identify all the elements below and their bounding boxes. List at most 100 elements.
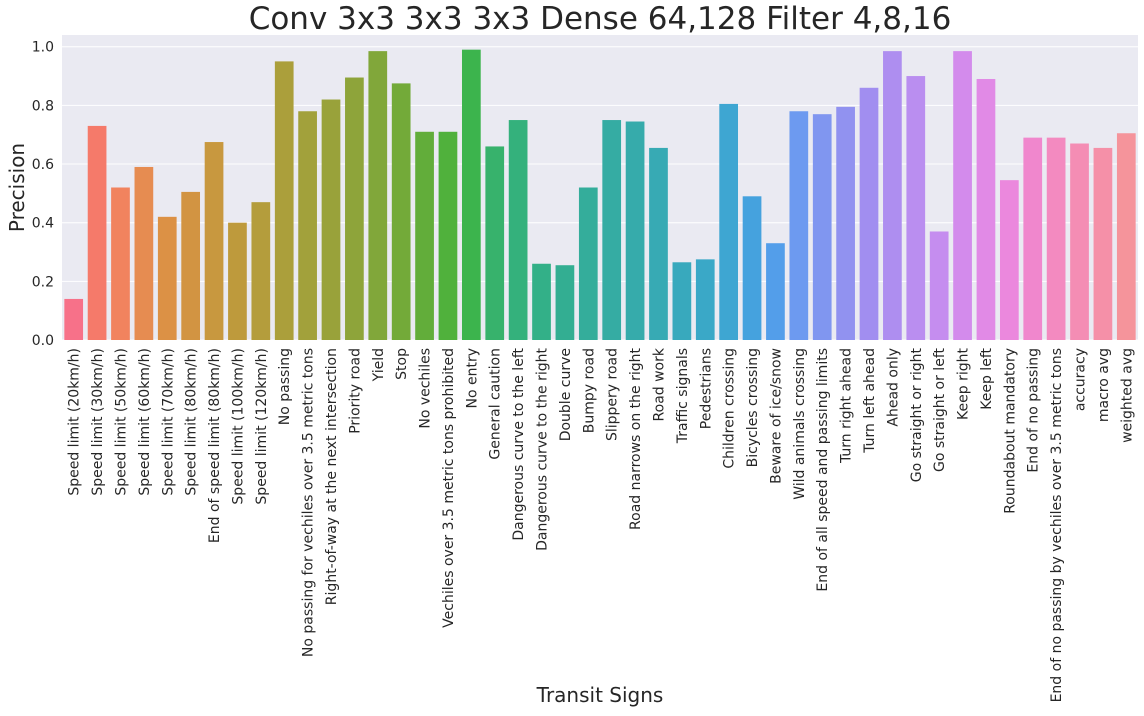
bar (415, 131, 434, 340)
y-tick-label: 0.2 (32, 274, 54, 290)
bar (602, 120, 622, 340)
bar (1070, 143, 1089, 340)
x-tick-label: No passing for vechiles over 3.5 metric … (301, 348, 317, 657)
y-tick-labels: 0.0 0.2 0.4 0.6 0.8 1.0 (32, 40, 54, 349)
x-tick-label: Go straight or right (909, 348, 925, 483)
x-tick-label: Go straight or left (932, 348, 948, 473)
bar (859, 87, 879, 341)
x-tick-label: Slippery road (605, 348, 621, 441)
x-tick-label: Speed limit (20km/h) (67, 348, 83, 496)
y-axis-label: Precision (5, 143, 29, 232)
bar (1023, 137, 1043, 340)
x-tick-label: Speed limit (50km/h) (113, 348, 129, 496)
x-tick-label: Speed limit (30km/h) (90, 348, 106, 496)
bar (906, 76, 926, 341)
bars (64, 49, 1136, 341)
x-tick-label: Stop (394, 348, 410, 380)
x-tick-label: accuracy (1073, 348, 1089, 411)
x-tick-label: Priority road (347, 348, 363, 434)
bar (274, 61, 294, 341)
bar (1116, 133, 1136, 340)
bar (625, 121, 645, 340)
bar (111, 187, 130, 340)
bar (976, 78, 996, 340)
x-tick-label: Pedestrians (698, 348, 714, 429)
bar (953, 51, 972, 340)
bar (345, 77, 364, 340)
x-tick-label: End of speed limit (80km/h) (207, 348, 223, 543)
x-tick-label: Traffic signals (675, 348, 691, 444)
bar (649, 147, 668, 340)
y-tick-label: 1.0 (32, 40, 54, 56)
x-tick-label: End of all speed and passing limits (815, 348, 831, 592)
x-tick-label: Children crossing (722, 348, 738, 469)
x-tick-label: Speed limit (70km/h) (160, 348, 176, 496)
bar (929, 231, 949, 340)
x-tick-label: Turn left ahead (862, 348, 878, 454)
bar (695, 259, 715, 340)
x-tick-label: Dangerous curve to the left (511, 348, 527, 541)
chart-title: Conv 3x3 3x3 3x3 Dense 64,128 Filter 4,8… (249, 1, 952, 37)
x-tick-label: No vechiles (418, 348, 434, 429)
bar (1046, 137, 1066, 340)
bar (461, 49, 481, 341)
x-tick-labels: Speed limit (20km/h) Speed limit (30km/h)… (67, 347, 1136, 702)
x-tick-label: Bicycles crossing (745, 348, 761, 467)
x-tick-label: Speed limit (60km/h) (137, 348, 153, 496)
x-tick-label: End of no passing by vechiles over 3.5 m… (1049, 348, 1065, 702)
bar (204, 142, 224, 340)
x-tick-label: Speed limit (100km/h) (230, 348, 246, 505)
x-tick-label: Speed limit (80km/h) (184, 348, 200, 496)
bar (228, 222, 247, 340)
bar (742, 196, 762, 340)
bar (789, 111, 809, 340)
x-tick-label: Vechiles over 3.5 metric tons prohibited (441, 348, 457, 628)
bar (578, 187, 598, 340)
bar (836, 106, 855, 341)
x-tick-label: General caution (488, 348, 504, 460)
x-tick-label: Ahead only (885, 348, 901, 427)
x-tick-label: Wild animals crossing (792, 348, 808, 500)
bar (251, 202, 271, 340)
x-tick-label: No passing (277, 348, 293, 425)
x-tick-label: Road narrows on the right (628, 347, 644, 529)
x-tick-label: Road work (651, 347, 667, 421)
bar (1093, 147, 1113, 340)
bar (719, 103, 739, 340)
x-tick-label: Double curve (558, 348, 574, 441)
bar (555, 265, 575, 340)
bar (532, 263, 551, 340)
y-tick-label: 0.6 (32, 157, 54, 173)
x-tick-label: Keep left (979, 348, 995, 410)
x-tick-label: Yield (371, 348, 387, 382)
x-tick-label: Dangerous curve to the right (535, 348, 551, 551)
bar (508, 120, 528, 340)
x-tick-label: Right-of-way at the next intersection (324, 348, 340, 605)
bar (134, 166, 154, 340)
y-tick-label: 0.4 (32, 216, 54, 232)
bar (368, 51, 388, 340)
bar (321, 99, 341, 341)
bar (64, 298, 84, 340)
y-tick-label: 0.0 (32, 333, 54, 349)
bar (812, 114, 832, 340)
bar (766, 243, 785, 340)
y-tick-label: 0.8 (32, 98, 54, 114)
x-tick-label: weighted avg (1119, 348, 1135, 443)
x-tick-label: End of no passing (1026, 348, 1042, 473)
x-axis-label: Transit Signs (536, 683, 664, 707)
bar (87, 125, 107, 341)
x-tick-label: Keep right (956, 348, 972, 420)
x-tick-label: Roundabout mandatory (1002, 348, 1018, 514)
x-tick-label: Speed limit (120km/h) (254, 348, 270, 505)
bar (485, 146, 505, 340)
x-tick-label: Bumpy road (581, 348, 597, 433)
bar (157, 216, 177, 340)
x-tick-label: Turn right ahead (839, 348, 855, 464)
bar (181, 191, 201, 340)
bar (298, 111, 317, 340)
x-tick-label: No entry (464, 348, 480, 409)
bar (883, 51, 902, 340)
